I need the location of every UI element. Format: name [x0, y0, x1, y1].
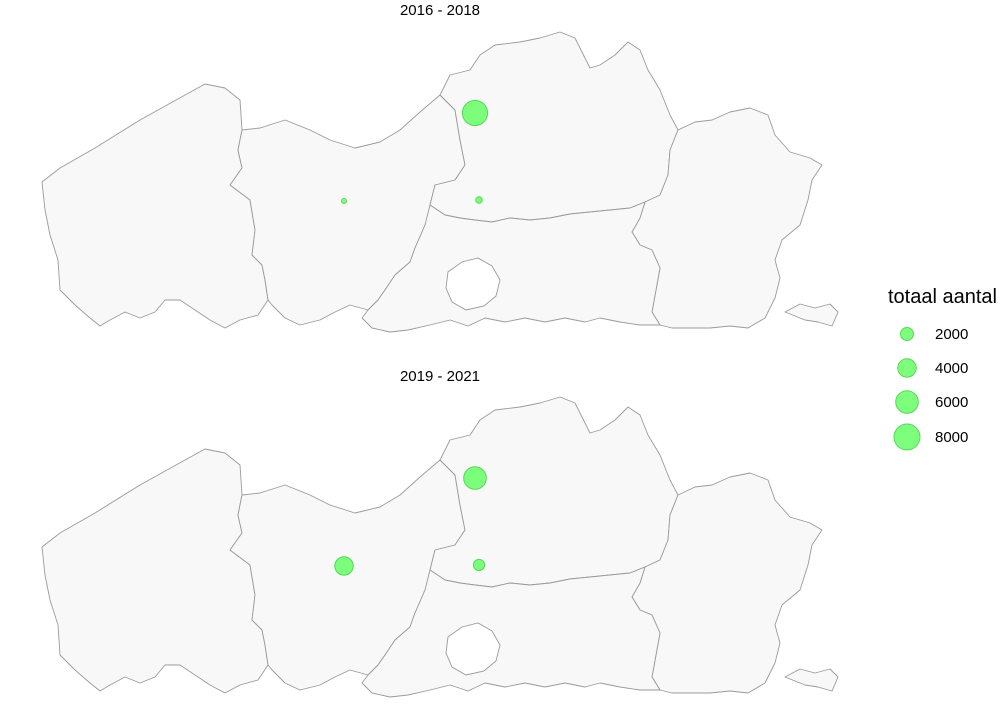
panel-title: 2016 - 2018 — [400, 2, 480, 19]
legend: totaal aantal 2000 4000 6000 8000 — [888, 286, 997, 451]
province-west-vlaanderen — [41, 83, 269, 329]
panel-2019-2021: 2019 - 2021 — [41, 368, 839, 698]
panel-2016-2018: 2016 - 2018 — [41, 2, 839, 333]
data-bubble — [475, 196, 483, 204]
legend-items: 2000 4000 6000 8000 — [893, 326, 968, 451]
province-limburg-voeren — [784, 668, 839, 692]
data-bubble — [341, 198, 347, 204]
province-limburg-voeren — [784, 303, 839, 327]
legend-label: 2000 — [935, 326, 968, 343]
province-west-vlaanderen — [41, 448, 269, 694]
flanders-map — [41, 396, 839, 698]
brussels-region — [445, 622, 501, 676]
province-antwerpen — [429, 31, 679, 223]
data-bubble — [334, 556, 354, 576]
legend-key — [895, 390, 919, 414]
legend-title: totaal aantal — [888, 286, 997, 308]
bubbles-layer — [341, 99, 489, 204]
legend-label: 6000 — [935, 394, 968, 411]
legend-key — [900, 327, 914, 341]
data-bubble — [463, 466, 487, 490]
brussels-region — [445, 257, 501, 311]
legend-label: 4000 — [935, 360, 968, 377]
flanders-map — [41, 31, 839, 333]
province-vlaams-brabant — [361, 201, 661, 333]
legend-key — [893, 423, 921, 451]
legend-label: 8000 — [935, 429, 968, 446]
legend-key — [897, 358, 917, 378]
data-bubble — [472, 558, 486, 572]
province-vlaams-brabant — [361, 566, 661, 698]
panel-title: 2019 - 2021 — [400, 368, 480, 385]
bubbles-layer — [334, 466, 487, 576]
data-bubble — [461, 99, 489, 127]
province-antwerpen — [429, 396, 679, 588]
